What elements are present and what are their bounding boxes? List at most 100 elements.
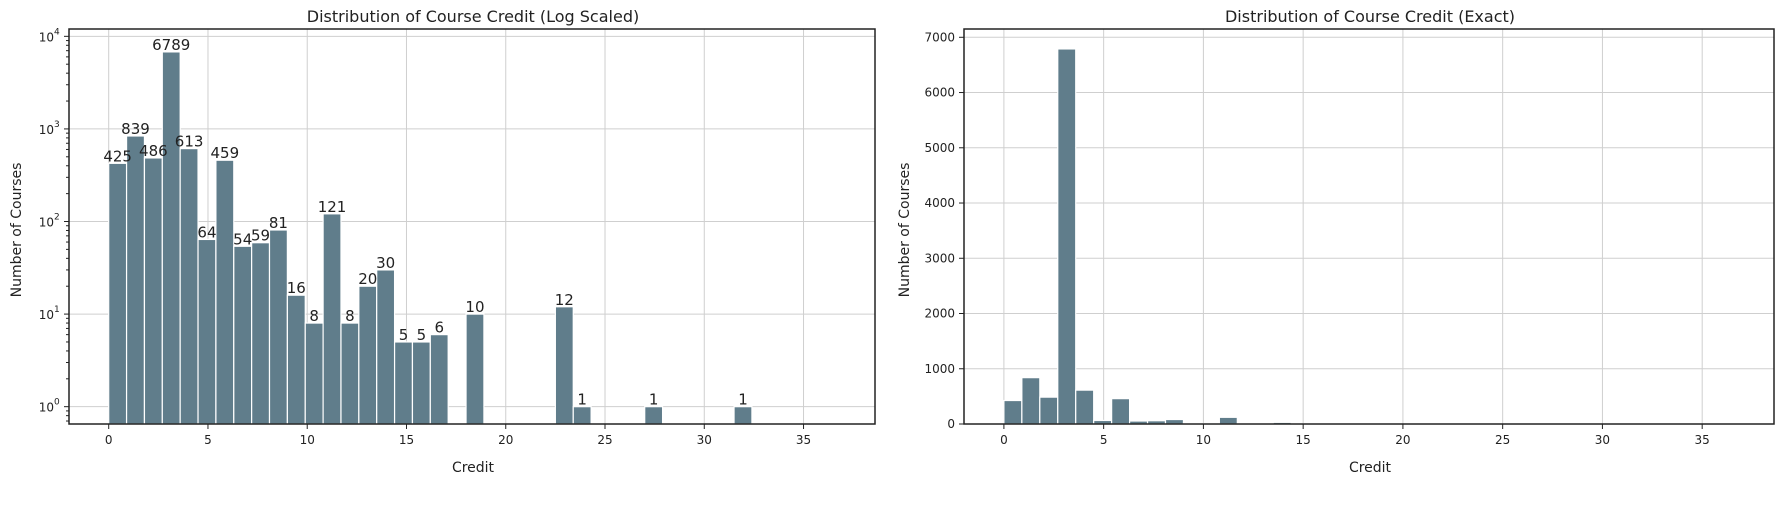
chart-exact: Distribution of Course Credit (Exact) Cr… [897, 7, 1775, 476]
bar [322, 213, 342, 425]
x-tick-label: 25 [597, 433, 612, 447]
bar [572, 406, 592, 425]
chart-title: Distribution of Course Credit (Exact) [1225, 7, 1515, 26]
y-tick-label: 7000 [924, 30, 955, 44]
bar [411, 341, 431, 425]
y-tick-label: 10 [39, 308, 54, 322]
bar [1003, 399, 1023, 425]
x-tick-label: 0 [105, 433, 113, 447]
x-tick-label: 10 [1196, 433, 1211, 447]
bar-value-label: 839 [121, 120, 150, 138]
bar [1218, 416, 1238, 425]
bar-value-label: 8 [345, 307, 355, 325]
y-tick-label: 6000 [924, 86, 955, 100]
bar-value-label: 20 [358, 270, 377, 288]
bar-value-label: 81 [269, 214, 288, 232]
bar [1057, 48, 1077, 425]
bar [429, 334, 449, 425]
bar-value-label: 1 [577, 391, 587, 409]
y-tick-label: 10 [39, 30, 54, 44]
bar-value-label: 1 [738, 391, 748, 409]
bar-value-label: 10 [465, 298, 484, 316]
bar [179, 147, 199, 425]
x-tick-label: 35 [1695, 433, 1710, 447]
y-tick-exponent: 3 [54, 120, 60, 130]
bar-value-label: 1 [649, 391, 659, 409]
chart-title: Distribution of Course Credit (Log Scale… [307, 7, 639, 26]
bar-value-label: 613 [175, 133, 204, 151]
y-tick-label: 10 [39, 216, 54, 230]
plot-frame [68, 28, 876, 425]
bar-value-label: 486 [139, 142, 168, 160]
x-tick-label: 15 [399, 433, 414, 447]
x-tick-label: 20 [498, 433, 513, 447]
x-axis-label: Credit [1349, 460, 1392, 476]
bar-value-label: 12 [555, 291, 574, 309]
y-tick-label: 5000 [924, 141, 955, 155]
bar-value-label: 64 [197, 223, 216, 241]
bar [286, 294, 306, 425]
bar [215, 159, 235, 425]
bar [358, 285, 378, 425]
chart-log-scaled: Distribution of Course Credit (Log Scale… [9, 7, 876, 476]
bar-value-label: 425 [103, 147, 132, 165]
bar [304, 322, 324, 425]
y-tick-exponent: 1 [54, 305, 60, 315]
bars [1003, 48, 1651, 425]
bar [161, 51, 181, 425]
x-tick-label: 30 [697, 433, 712, 447]
x-tick-label: 25 [1495, 433, 1510, 447]
bar [554, 306, 574, 425]
bar-value-label: 54 [233, 230, 252, 248]
y-tick-label: 10 [39, 401, 54, 415]
bar-value-label: 59 [251, 227, 270, 245]
bars [108, 51, 753, 425]
x-tick-label: 5 [1100, 433, 1108, 447]
bar [1111, 398, 1131, 425]
y-axis-label: Number of Courses [897, 163, 913, 298]
bar-value-label: 121 [318, 198, 347, 216]
bar [1075, 389, 1095, 425]
y-axis-label: Number of Courses [9, 163, 25, 298]
bar [268, 229, 288, 425]
bar [1039, 396, 1059, 425]
bar-value-label: 6 [434, 319, 444, 337]
x-axis-label: Credit [452, 460, 495, 476]
y-tick-label: 10 [39, 123, 54, 137]
y-tick-label: 2000 [924, 307, 955, 321]
x-axis: 0 5 10 15 20 25 30 35 [105, 424, 811, 447]
bar [197, 238, 217, 425]
y-tick-label: 0 [947, 417, 955, 431]
bar [733, 406, 753, 425]
x-tick-label: 30 [1595, 433, 1610, 447]
bar-value-label: 5 [417, 326, 427, 344]
grid [964, 29, 1774, 425]
bar [108, 162, 128, 425]
y-tick-label: 3000 [924, 251, 955, 265]
bar-value-label: 8 [309, 307, 319, 325]
bar [393, 341, 414, 425]
bar [340, 322, 360, 425]
x-tick-label: 10 [300, 433, 315, 447]
x-tick-label: 0 [1000, 433, 1008, 447]
bar [143, 157, 163, 425]
bar [233, 245, 253, 425]
plot-frame [963, 28, 1775, 425]
bar [376, 269, 396, 425]
x-tick-label: 20 [1395, 433, 1410, 447]
y-tick-exponent: 2 [54, 213, 60, 223]
x-tick-label: 5 [204, 433, 212, 447]
y-tick-label: 1000 [924, 362, 955, 376]
bar-value-label: 16 [287, 279, 306, 297]
bar [1021, 377, 1041, 425]
bar [125, 135, 146, 425]
y-axis: 0 1000 2000 3000 4000 5000 6000 7000 [924, 30, 964, 431]
bar [465, 313, 485, 425]
bar-value-label: 459 [211, 144, 240, 162]
x-tick-label: 15 [1296, 433, 1311, 447]
y-tick-label: 4000 [924, 196, 955, 210]
bar [644, 406, 664, 425]
